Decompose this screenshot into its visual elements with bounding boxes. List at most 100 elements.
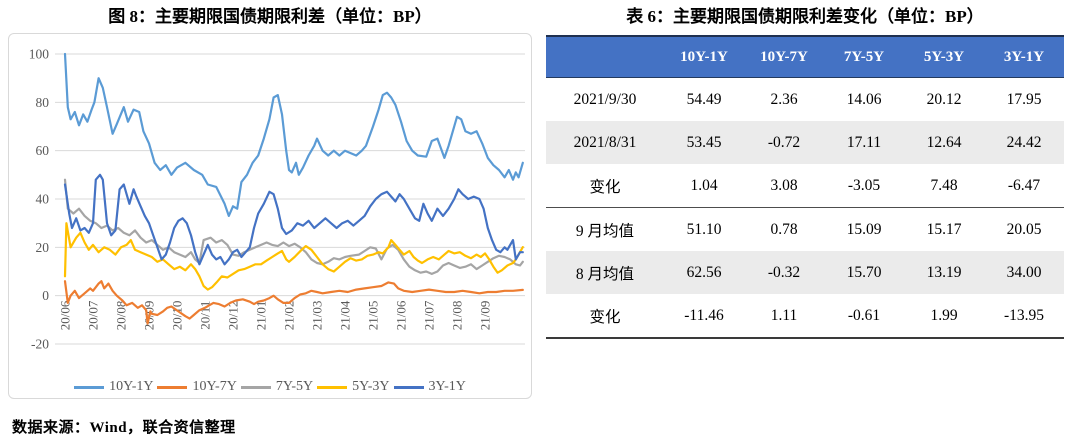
cell-value: 20.12	[926, 90, 962, 108]
legend-line-swatch	[393, 385, 424, 389]
chart-legend: 10Y-1Y 10Y-7Y 7Y-5Y 5Y-3Y 3Y-1Y	[9, 373, 531, 401]
legend-label: 10Y-7Y	[192, 379, 237, 394]
y-axis-tick-label: 80	[36, 95, 50, 110]
cell-value: 54.49	[686, 90, 722, 108]
x-axis-tick-label: 21/09	[478, 301, 493, 331]
x-axis-tick-label: 21/01	[254, 301, 269, 331]
column-header-blank	[546, 36, 664, 78]
row-label: 变化	[546, 164, 664, 208]
cell-value: -0.32	[767, 263, 801, 281]
legend-label: 7Y-5Y	[275, 379, 314, 394]
row-label: 9 月均值	[575, 222, 635, 240]
source-note: 数据来源：Wind，联合资信整理	[12, 420, 236, 436]
y-axis-tick-label: 0	[42, 288, 49, 303]
series-line-7y-5y	[63, 178, 524, 275]
row-label: 8 月均值	[575, 265, 635, 283]
chart-panel: 100 80 60 40 20 0 -20 20/06 20/07 20/08 20/09 20/10…	[8, 33, 532, 399]
cell-value: 3.08	[744, 164, 824, 208]
x-axis-tick-label: 21/07	[422, 300, 437, 330]
column-header: 10Y-7Y	[744, 36, 824, 78]
row-label: 2021/8/31	[573, 133, 637, 151]
cell-value: -0.72	[767, 133, 801, 151]
spread-table: 10Y-1Y 10Y-7Y 7Y-5Y 5Y-3Y 3Y-1Y 2021/9/30 54.…	[546, 35, 1064, 339]
table6-panel: 表 6：主要期限国债期限利差变化（单位：BP） 10Y-1Y 10Y-7Y 7Y-5…	[546, 4, 1064, 339]
cell-value: -11.46	[684, 306, 724, 324]
legend-label: 5Y-3Y	[352, 379, 390, 394]
legend-item-10y-1y: 10Y-1Y	[74, 379, 153, 395]
y-axis-tick-label: 100	[29, 47, 50, 62]
row-label: 变化	[589, 308, 621, 326]
table-row: 变化 -11.46 1.11 -0.61 1.99 -13.95	[546, 294, 1064, 338]
series-line-3y-1y	[63, 173, 524, 266]
series-line-5y-3y	[63, 222, 524, 291]
cell-value: 51.10	[686, 220, 722, 238]
cell-value: 17.95	[1006, 90, 1042, 108]
cell-value: 12.64	[926, 133, 962, 151]
legend-line-swatch	[240, 385, 271, 389]
cell-value: 13.19	[926, 263, 962, 281]
legend-label: 10Y-1Y	[109, 379, 154, 394]
table-title: 表 6：主要期限国债期限利差变化（单位：BP）	[626, 7, 984, 26]
table-row: 2021/9/30 54.49 2.36 14.06 20.12 17.95	[546, 78, 1064, 122]
x-axis-tick-label: 20/08	[114, 301, 129, 331]
series-line-10y-1y	[63, 52, 524, 217]
legend-label: 3Y-1Y	[428, 379, 466, 394]
figure8-panel: 图 8：主要期限国债期限利差（单位：BP） 100 80 60 40 20 0 -20 20/…	[8, 4, 532, 399]
x-axis-tick-label: 21/08	[450, 301, 465, 331]
x-axis-tick-label: 20/11	[198, 301, 213, 330]
series-line-10y-7y	[63, 280, 524, 325]
y-axis-tick-label: -20	[31, 337, 49, 352]
chart-title: 图 8：主要期限国债期限利差（单位：BP）	[108, 7, 432, 26]
column-header: 7Y-5Y	[824, 36, 904, 78]
legend-line-swatch	[317, 385, 348, 389]
cell-value: 53.45	[686, 133, 722, 151]
column-header: 5Y-3Y	[904, 36, 984, 78]
cell-value: 0.78	[770, 220, 798, 238]
cell-value: 20.05	[1006, 220, 1042, 238]
row-label: 2021/9/30	[573, 90, 637, 108]
y-axis-tick-label: 20	[36, 240, 50, 255]
x-axis-tick-label: 21/06	[394, 300, 409, 330]
cell-value: 14.06	[846, 90, 882, 108]
cell-value: 24.42	[1006, 133, 1042, 151]
y-axis-tick-label: 60	[36, 143, 50, 158]
x-axis-tick-label: 21/05	[366, 301, 381, 331]
cell-value: -0.61	[847, 306, 881, 324]
y-axis-tick-label: 40	[36, 192, 50, 207]
table-header: 10Y-1Y 10Y-7Y 7Y-5Y 5Y-3Y 3Y-1Y	[546, 36, 1064, 78]
column-header: 3Y-1Y	[984, 36, 1064, 78]
cell-value: 34.00	[1006, 263, 1042, 281]
cell-value: 1.11	[770, 306, 798, 324]
legend-line-swatch	[157, 385, 188, 389]
cell-value: -6.47	[984, 164, 1064, 208]
cell-value: 15.70	[846, 263, 882, 281]
cell-value: -13.95	[1003, 306, 1045, 324]
legend-item-7y-5y: 7Y-5Y	[240, 379, 314, 395]
cell-value: 15.09	[846, 220, 882, 238]
legend-item-3y-1y: 3Y-1Y	[393, 379, 466, 395]
legend-item-10y-7y: 10Y-7Y	[157, 379, 237, 395]
x-axis-tick-label: 21/03	[310, 301, 325, 331]
legend-item-5y-3y: 5Y-3Y	[317, 379, 390, 395]
x-axis-tick-label: 20/07	[86, 300, 101, 330]
column-header: 10Y-1Y	[664, 36, 744, 78]
table-row: 变化 1.04 3.08 -3.05 7.48 -6.47	[546, 164, 1064, 208]
x-axis-tick-label: 21/02	[282, 301, 297, 331]
cell-value: 62.56	[686, 263, 722, 281]
cell-value: 1.99	[930, 306, 958, 324]
x-axis-tick-label: 20/06	[58, 300, 73, 330]
legend-line-swatch	[74, 385, 105, 389]
cell-value: 7.48	[904, 164, 984, 208]
table-row: 8 月均值 62.56 -0.32 15.70 13.19 34.00	[546, 251, 1064, 294]
cell-value: 2.36	[770, 90, 798, 108]
cell-value: 15.17	[926, 220, 962, 238]
table-row: 2021/8/31 53.45 -0.72 17.11 12.64 24.42	[546, 121, 1064, 164]
cell-value: -3.05	[824, 164, 904, 208]
x-axis-tick-label: 20/12	[226, 301, 241, 331]
cell-value: 17.11	[846, 133, 882, 151]
cell-value: 1.04	[664, 164, 744, 208]
x-axis-tick-label: 20/10	[170, 301, 185, 331]
x-axis-tick-label: 21/04	[338, 300, 353, 330]
table-row: 9 月均值 51.10 0.78 15.09 15.17 20.05	[546, 208, 1064, 252]
